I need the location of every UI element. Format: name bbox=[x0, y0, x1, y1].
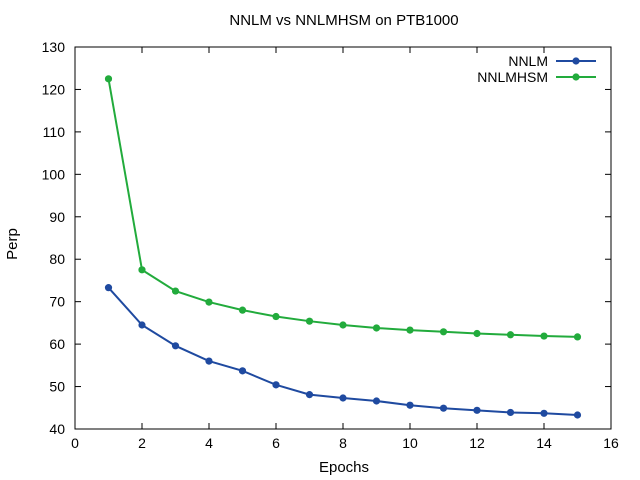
data-point-nnlm bbox=[339, 394, 347, 402]
data-point-nnlmhsm bbox=[540, 332, 548, 340]
legend-marker bbox=[572, 73, 580, 81]
data-point-nnlm bbox=[506, 408, 515, 417]
y-tick-label: 100 bbox=[42, 166, 66, 182]
x-tick-label: 4 bbox=[205, 435, 213, 451]
data-point-nnlmhsm bbox=[238, 306, 247, 314]
x-tick-label: 10 bbox=[402, 435, 418, 451]
x-tick-label: 2 bbox=[138, 435, 146, 451]
data-point-nnlm bbox=[473, 406, 481, 414]
data-point-nnlm bbox=[205, 357, 213, 365]
x-tick-label: 12 bbox=[469, 435, 485, 451]
legend-label: NNLMHSM bbox=[477, 69, 548, 85]
y-tick-label: 70 bbox=[49, 294, 65, 310]
data-point-nnlm bbox=[238, 367, 247, 375]
data-point-nnlm bbox=[104, 284, 113, 292]
y-tick-label: 80 bbox=[49, 251, 65, 267]
y-tick-label: 130 bbox=[42, 39, 66, 55]
data-point-nnlm bbox=[305, 391, 314, 399]
data-point-nnlmhsm bbox=[138, 266, 146, 274]
series-group bbox=[104, 75, 582, 419]
data-point-nnlmhsm bbox=[339, 321, 347, 329]
data-point-nnlmhsm bbox=[104, 75, 113, 83]
data-point-nnlm bbox=[138, 321, 146, 329]
data-point-nnlm bbox=[439, 404, 448, 412]
data-point-nnlm bbox=[540, 409, 548, 417]
x-tick-label: 6 bbox=[272, 435, 280, 451]
data-point-nnlmhsm bbox=[406, 326, 414, 334]
legend-label: NNLM bbox=[508, 53, 548, 69]
data-point-nnlmhsm bbox=[439, 328, 448, 336]
y-tick-label: 50 bbox=[49, 379, 65, 395]
data-point-nnlmhsm bbox=[305, 317, 314, 325]
y-tick-label: 60 bbox=[49, 336, 65, 352]
legend-marker bbox=[572, 57, 580, 65]
x-tick-label: 0 bbox=[71, 435, 79, 451]
data-point-nnlmhsm bbox=[506, 331, 515, 339]
data-point-nnlm bbox=[573, 411, 582, 419]
x-tick-label: 16 bbox=[603, 435, 619, 451]
x-tick-label: 14 bbox=[536, 435, 552, 451]
data-point-nnlm bbox=[406, 401, 414, 409]
data-point-nnlmhsm bbox=[473, 329, 481, 338]
data-point-nnlm bbox=[171, 342, 180, 350]
plot-area-frame bbox=[74, 46, 612, 430]
data-point-nnlmhsm bbox=[205, 298, 213, 306]
series-line-nnlmhsm bbox=[107, 78, 578, 338]
y-tick-label: 120 bbox=[42, 81, 66, 97]
data-point-nnlmhsm bbox=[171, 287, 180, 295]
data-point-nnlmhsm bbox=[573, 333, 582, 341]
y-tick-label: 40 bbox=[49, 421, 65, 437]
x-axis-label: Epochs bbox=[319, 459, 369, 476]
axis-ticks: 0 2 4 6 8 10 12 14 16 40 50 60 70 80 90 100 110 120 130 bbox=[42, 39, 619, 451]
x-tick-label: 8 bbox=[339, 435, 347, 451]
y-tick-label: 110 bbox=[43, 124, 66, 140]
data-point-nnlm bbox=[272, 381, 280, 389]
data-point-nnlmhsm bbox=[272, 312, 280, 321]
data-point-nnlm bbox=[372, 397, 381, 405]
y-axis-label: Perp bbox=[4, 228, 21, 260]
chart-title: NNLM vs NNLMHSM on PTB1000 bbox=[229, 12, 458, 29]
data-point-nnlmhsm bbox=[372, 324, 381, 332]
y-tick-label: 90 bbox=[49, 209, 65, 225]
